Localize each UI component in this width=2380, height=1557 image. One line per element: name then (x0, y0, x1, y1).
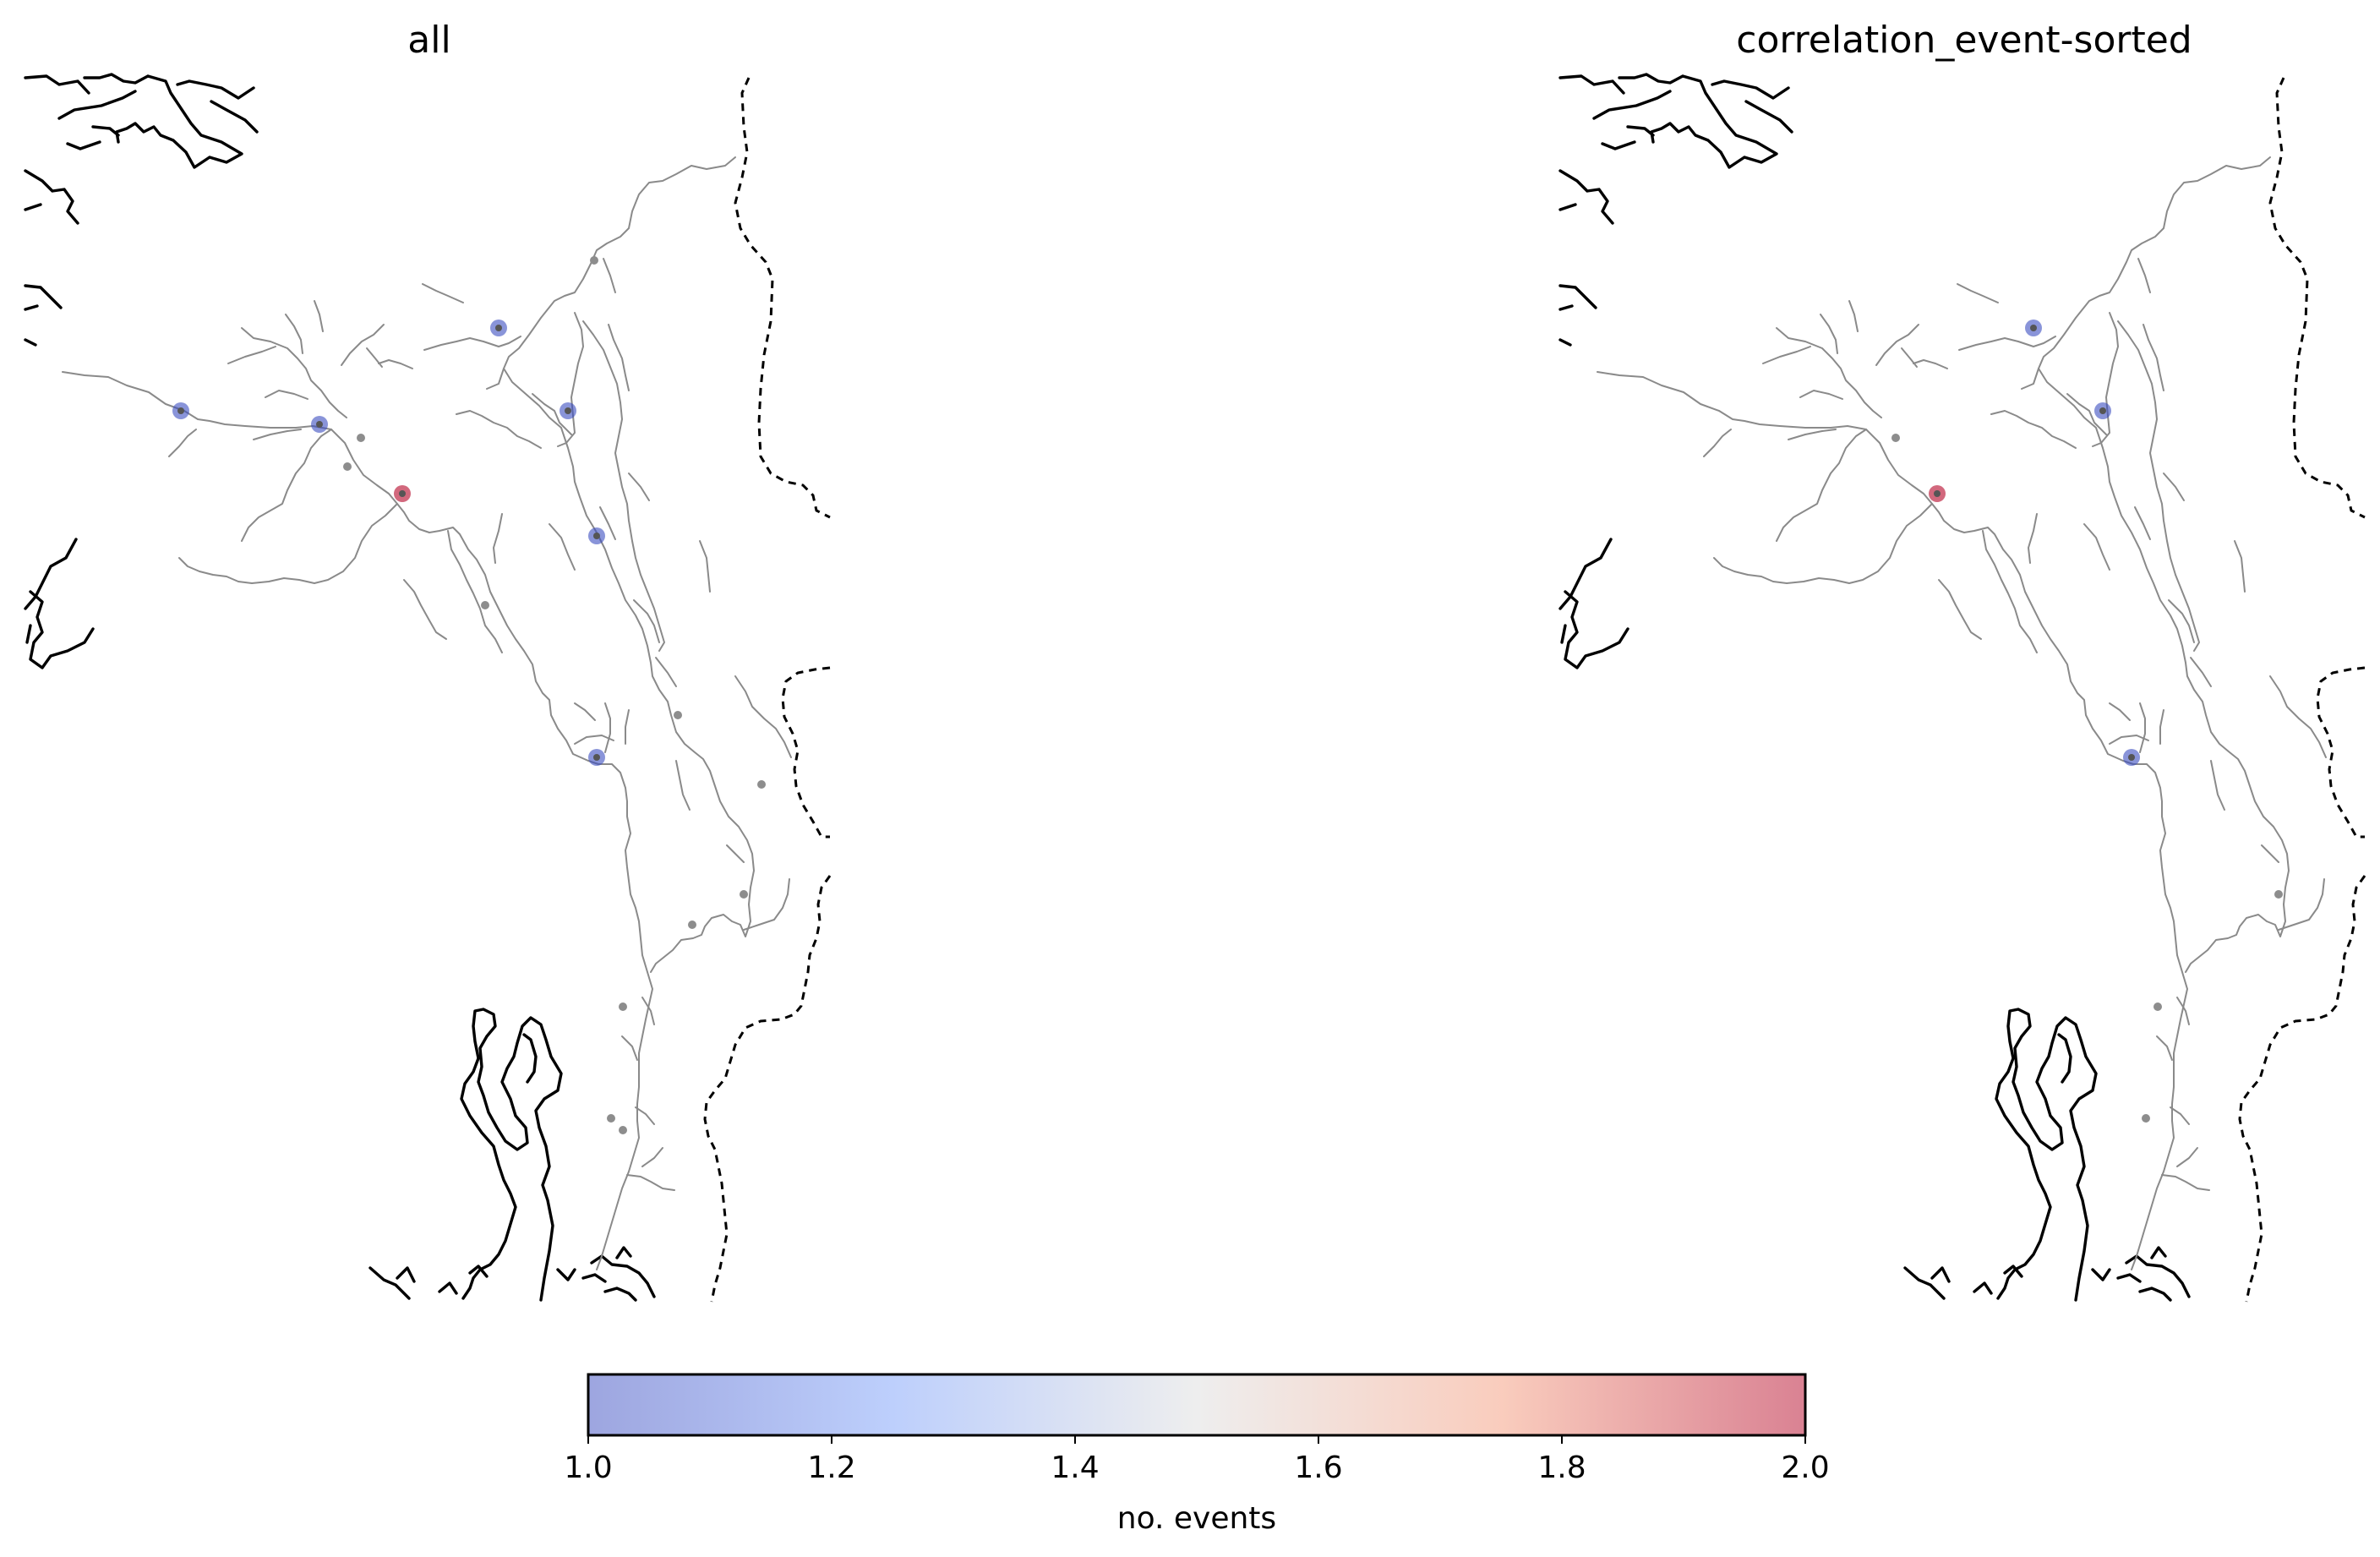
event-center-station-a (177, 407, 184, 414)
colorbar-tick-label: 1.8 (1537, 1450, 1586, 1485)
event-markers (1929, 320, 2140, 766)
colorbar-gradient (587, 1373, 1807, 1437)
event-center-station-g (593, 754, 600, 761)
event-center-station-d (565, 407, 571, 414)
event-center-station-d (2099, 407, 2106, 414)
panel-title-all: all (407, 19, 451, 62)
colorbar-label: no. events (1116, 1501, 1277, 1536)
colorbar-tick-label: 1.0 (564, 1450, 613, 1485)
map-panel-all (24, 73, 832, 1303)
event-center-station-b (316, 421, 323, 428)
panel-title-correlation: correlation_event-sorted (1736, 19, 2192, 62)
station-markers (1891, 434, 2283, 1123)
station-markers (343, 256, 766, 1134)
colorbar-tick-label: 1.4 (1051, 1450, 1100, 1485)
colorbar-tick-label: 1.2 (807, 1450, 856, 1485)
event-center-station-e (399, 490, 406, 497)
event-markers (172, 320, 605, 766)
event-center-station-g (2128, 754, 2135, 761)
map-panel-correlation (1558, 73, 2366, 1303)
colorbar-ticks (587, 1435, 1806, 1444)
colorbar-tick-label: 2.0 (1781, 1450, 1830, 1485)
colorbar (587, 1373, 1807, 1444)
event-center-station-f (593, 533, 600, 539)
event-center-station-c (2030, 325, 2037, 331)
colorbar-tick-label: 1.6 (1294, 1450, 1343, 1485)
event-center-station-e (1934, 490, 1941, 497)
event-center-station-c (495, 325, 502, 331)
